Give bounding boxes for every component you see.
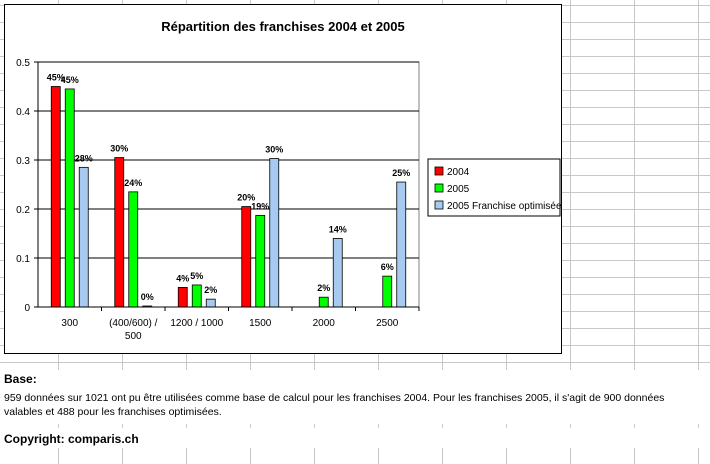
bar xyxy=(396,181,407,308)
data-label: 45% xyxy=(47,73,65,83)
bar xyxy=(191,284,202,308)
copyright-row: Copyright: comparis.ch xyxy=(0,428,710,448)
bars xyxy=(50,86,407,308)
data-label: 2% xyxy=(204,285,217,295)
base-text-row: 959 données sur 1021 ont pu être utilisé… xyxy=(0,387,710,424)
data-label: 14% xyxy=(329,224,347,234)
data-label: 2% xyxy=(317,283,330,293)
data-label: 30% xyxy=(110,144,128,154)
bar xyxy=(64,88,75,308)
gridlines xyxy=(38,61,419,259)
x-tick-label: (400/600) / xyxy=(109,318,158,329)
bar xyxy=(177,286,188,308)
x-tick-label: 1500 xyxy=(249,318,272,329)
legend-box xyxy=(427,158,561,217)
x-axis-ticks: 300 (400/600) / 500 1200 / 1000 1500 2000 2500 xyxy=(61,307,420,342)
data-label: 5% xyxy=(190,271,203,281)
y-tick-label: 0.4 xyxy=(16,107,30,118)
legend-label: 2004 xyxy=(447,167,470,178)
data-label: 0% xyxy=(141,292,154,302)
notes-section: Base: 959 données sur 1021 ont pu être u… xyxy=(0,370,710,464)
data-labels: 45%45%28%30%24%0%4% 5%2%20%19%30%2%14%6%2… xyxy=(47,73,411,303)
data-label: 19% xyxy=(251,201,269,211)
copyright-text: Copyright: comparis.ch xyxy=(4,432,139,446)
base-description: 959 données sur 1021 ont pu être utilisé… xyxy=(4,392,665,418)
bar xyxy=(78,166,89,308)
y-tick-label: 0 xyxy=(24,303,30,314)
bar xyxy=(50,86,61,308)
bar xyxy=(269,158,280,308)
bar xyxy=(241,206,252,308)
base-row: Base: xyxy=(0,370,710,387)
y-tick-label: 0.3 xyxy=(16,156,30,167)
data-label: 4% xyxy=(176,273,189,283)
x-tick-label: 1200 / 1000 xyxy=(170,318,223,329)
y-tick-label: 0.2 xyxy=(16,205,30,216)
data-label: 20% xyxy=(237,193,255,203)
bar xyxy=(318,296,329,308)
y-tick-label: 0.1 xyxy=(16,254,30,265)
y-tick-label: 0.5 xyxy=(16,58,30,69)
legend-swatch xyxy=(434,183,444,193)
bar xyxy=(114,157,125,308)
data-label: 45% xyxy=(61,75,79,85)
y-axis-ticks: 0 0.1 0.2 0.3 0.4 0.5 xyxy=(16,58,38,314)
data-label: 28% xyxy=(75,153,93,163)
bar xyxy=(382,275,393,308)
bar xyxy=(205,298,216,308)
bar-chart: Répartition des franchises 2004 et 2005 … xyxy=(16,19,561,342)
plot-area xyxy=(37,61,420,308)
chart-title: Répartition des franchises 2004 et 2005 xyxy=(161,19,405,34)
legend-swatch xyxy=(434,166,444,176)
bar xyxy=(332,237,343,308)
x-tick-label: 2500 xyxy=(376,318,399,329)
data-label: 6% xyxy=(381,262,394,272)
data-label: 30% xyxy=(265,145,283,155)
bar xyxy=(255,214,266,308)
chart-area[interactable]: Répartition des franchises 2004 et 2005 … xyxy=(4,4,562,354)
base-heading: Base: xyxy=(4,372,37,386)
data-label: 25% xyxy=(392,168,410,178)
legend-swatch xyxy=(434,200,444,210)
data-label: 24% xyxy=(124,178,142,188)
x-tick-label: 500 xyxy=(125,331,142,342)
legend-label: 2005 xyxy=(447,184,470,195)
bar xyxy=(128,191,139,308)
x-tick-label: 300 xyxy=(61,318,78,329)
x-tick-label: 2000 xyxy=(313,318,336,329)
legend: 2004 2005 2005 Franchise optimisée xyxy=(427,158,561,217)
legend-label: 2005 Franchise optimisée xyxy=(447,201,561,212)
